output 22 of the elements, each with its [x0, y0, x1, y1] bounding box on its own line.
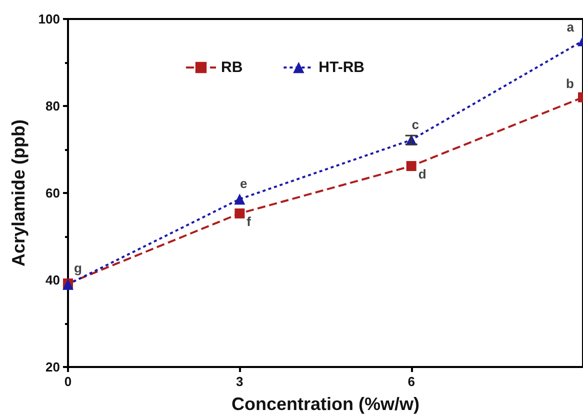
x-tick-label: 6 — [408, 374, 415, 389]
point — [234, 208, 245, 218]
annotation: g — [74, 260, 82, 276]
legend-label: RB — [221, 59, 243, 76]
y-axis-title: Acrylamide (ppb) — [8, 119, 28, 267]
annotation: d — [418, 166, 426, 182]
legend-label: HT-RB — [318, 59, 365, 76]
y-tick-label: 20 — [46, 360, 60, 374]
y-tick-label: 40 — [46, 272, 60, 288]
annotation: e — [240, 176, 248, 192]
y-tick-label: 80 — [46, 98, 60, 114]
annotation: f — [246, 214, 252, 229]
annotation: a — [566, 19, 575, 34]
annotation: b — [566, 76, 574, 91]
y-tick-label: 100 — [38, 12, 60, 26]
point — [234, 194, 246, 205]
y-tick-label: 60 — [46, 186, 60, 200]
x-tick-label: 3 — [236, 374, 244, 389]
annotation: c — [412, 116, 419, 132]
x-tick-label: 0 — [64, 374, 72, 389]
point — [406, 161, 416, 172]
x-axis-title: Concentration (%w/w) — [232, 394, 420, 414]
